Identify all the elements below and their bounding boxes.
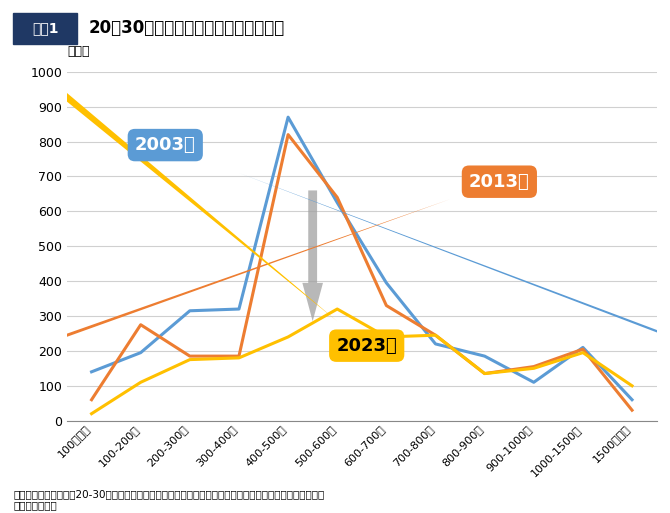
Text: 20～30代世帯年収別児童のいる世帯数: 20～30代世帯年収別児童のいる世帯数 [89,19,285,37]
Text: 図表1: 図表1 [32,21,58,35]
Polygon shape [0,0,337,321]
Polygon shape [302,190,323,321]
Text: 千世帯: 千世帯 [67,45,90,58]
Polygon shape [239,173,670,513]
Text: 国民生活基础調査よら20-30代世帯主の児童のいる世帯年収別割合を世帯数と掛け合わせて荒川和久作成。
無断転載禁止。: 国民生活基础調査よら20-30代世帯主の児童のいる世帯年収別割合を世帯数と掛け合… [13,489,325,510]
Text: 2023年: 2023年 [336,337,397,354]
Text: 2013年: 2013年 [469,173,530,191]
Text: 2003年: 2003年 [135,136,196,154]
Polygon shape [0,199,450,513]
